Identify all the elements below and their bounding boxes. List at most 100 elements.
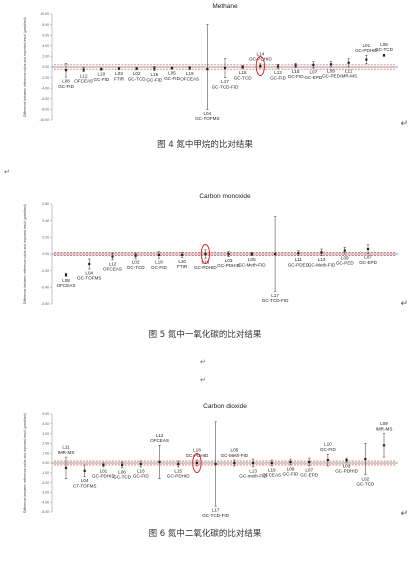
- paragraph-mark: ↵: [4, 168, 10, 176]
- y-tick-label: 3.00: [42, 432, 49, 436]
- data-point: [204, 252, 207, 256]
- data-point: [170, 66, 174, 70]
- figure-4-caption: 图 4 氮中甲烷的比对结果: [157, 140, 253, 150]
- data-point: [364, 457, 367, 461]
- data-point: [289, 460, 292, 464]
- highlight-circle: [255, 55, 265, 76]
- point-label: L09 GC-PED: [322, 69, 341, 79]
- paragraph-mark: ↵: [400, 508, 408, 518]
- y-tick-label: 1.00: [42, 451, 49, 455]
- point-label: L16 GC-FID: [288, 69, 305, 79]
- data-point: [366, 247, 370, 251]
- y-tick-label: -0.40: [41, 286, 49, 290]
- y-tick-label: 4.00: [42, 44, 49, 48]
- y-tick-label: -4.00: [41, 86, 49, 90]
- data-point: [270, 461, 273, 465]
- point-label: L13 GC-meth-FID: [239, 468, 267, 478]
- data-point: [139, 462, 142, 466]
- y-tick-label: -2.00: [41, 481, 49, 485]
- data-point: [214, 462, 217, 466]
- y-tick-label: 10.00: [41, 12, 50, 16]
- point-label: L17 GC-TCD-FID: [212, 79, 239, 89]
- point-label: L04 GC-TOFMS: [77, 271, 101, 281]
- point-label: L08 GC-FID: [283, 466, 300, 476]
- data-point: [343, 249, 346, 252]
- data-point: [121, 463, 124, 467]
- y-tick-label: 0.20: [42, 236, 49, 240]
- carbon-dioxide-chart: Carbon dioxide Difference between referen…: [0, 400, 410, 520]
- y-tick-label: 2.00: [42, 55, 49, 59]
- y-tick-label: 2.00: [42, 442, 49, 446]
- point-label: L08 OFCEAS: [57, 278, 76, 288]
- point-label: L04 GC-TOFMS: [195, 111, 219, 121]
- data-point: [100, 68, 103, 71]
- y-tick-label: -6.00: [41, 97, 49, 101]
- data-point: [83, 469, 86, 472]
- data-point: [250, 252, 253, 256]
- data-point: [273, 252, 277, 256]
- point-label: L12 OFCEAS: [103, 261, 122, 271]
- data-point: [241, 65, 244, 69]
- point-label: L15 GC-PDHID: [167, 468, 190, 478]
- data-point: [326, 458, 329, 462]
- data-point: [312, 63, 315, 66]
- data-point: [158, 460, 161, 464]
- data-point: [382, 444, 386, 447]
- point-label: L12 OFCEAS: [74, 73, 93, 83]
- data-point: [223, 66, 227, 70]
- chart-svg: Methane Difference between reference valu…: [23, 3, 398, 122]
- point-label: L03 GC-PDHID: [217, 258, 240, 268]
- chart-title: Carbon monoxide: [199, 193, 251, 200]
- point-label: L13 GC-Meth-FID: [308, 257, 336, 267]
- data-point: [382, 54, 386, 57]
- figure-6-caption: 图 6 氮中二氧化碳的比对结果: [148, 529, 262, 539]
- point-label: L09 GC-PED: [336, 256, 355, 266]
- data-point: [206, 68, 209, 71]
- paragraph-mark: ↵: [400, 298, 408, 308]
- data-point: [347, 61, 350, 64]
- highlight-circle: [192, 453, 202, 473]
- chart-svg: Carbon dioxide Difference between referen…: [23, 403, 398, 518]
- data-point: [134, 254, 137, 257]
- data-point: [329, 63, 333, 66]
- point-label: L17 GC-TCD-FID: [262, 293, 289, 303]
- y-tick-label: 5.00: [42, 412, 49, 416]
- data-point: [233, 461, 236, 465]
- data-point: [227, 252, 230, 256]
- point-label: L11 IMR-MS: [340, 69, 357, 79]
- point-label: L18 GC-TCD: [234, 70, 253, 80]
- data-point: [135, 67, 138, 70]
- y-tick-label: -10.00: [39, 118, 49, 122]
- y-tick-label: -3.00: [41, 491, 49, 495]
- point-label: L16 GC-FID: [133, 468, 150, 478]
- data-point: [297, 252, 300, 255]
- point-label: L03 GC-PDHID: [335, 464, 358, 474]
- point-label: L19 OFCEAS: [180, 71, 199, 81]
- point-label: L05 GC-Meth-FID: [238, 257, 266, 267]
- data-point: [365, 58, 368, 61]
- point-label: L07 GC-EPD: [359, 255, 378, 265]
- point-label: L17 GC-TCD-FID: [202, 508, 229, 518]
- data-point: [64, 466, 68, 469]
- y-tick-label: 0.00: [42, 65, 49, 69]
- point-label: L03 FTIR: [114, 71, 125, 81]
- carbon-monoxide-chart: Carbon monoxide Difference between refere…: [0, 190, 410, 312]
- point-label: L07 GC-EPD: [304, 70, 323, 80]
- point-label: L06 GC-TCD: [113, 469, 132, 479]
- data-point: [64, 69, 68, 72]
- data-point: [276, 65, 280, 68]
- data-point: [195, 461, 199, 465]
- y-tick-label: -4.00: [41, 500, 49, 504]
- point-label: L07 GC-EPD: [300, 467, 319, 477]
- y-tick-label: 0.60: [42, 202, 49, 206]
- y-tick-label: -0.60: [41, 302, 49, 306]
- y-tick-label: 8.00: [42, 23, 49, 27]
- y-tick-label: 0.00: [42, 461, 49, 465]
- y-tick-label: 4.00: [42, 422, 49, 426]
- point-label: L10 GC-FID: [93, 72, 110, 82]
- point-label: L18 GC-PDHID: [186, 448, 209, 458]
- data-point: [188, 66, 191, 70]
- point-label: L02 GC-TCD: [127, 260, 146, 270]
- y-tick-label: 0.00: [42, 252, 49, 256]
- point-label: L16 GC-PDHID: [194, 260, 217, 270]
